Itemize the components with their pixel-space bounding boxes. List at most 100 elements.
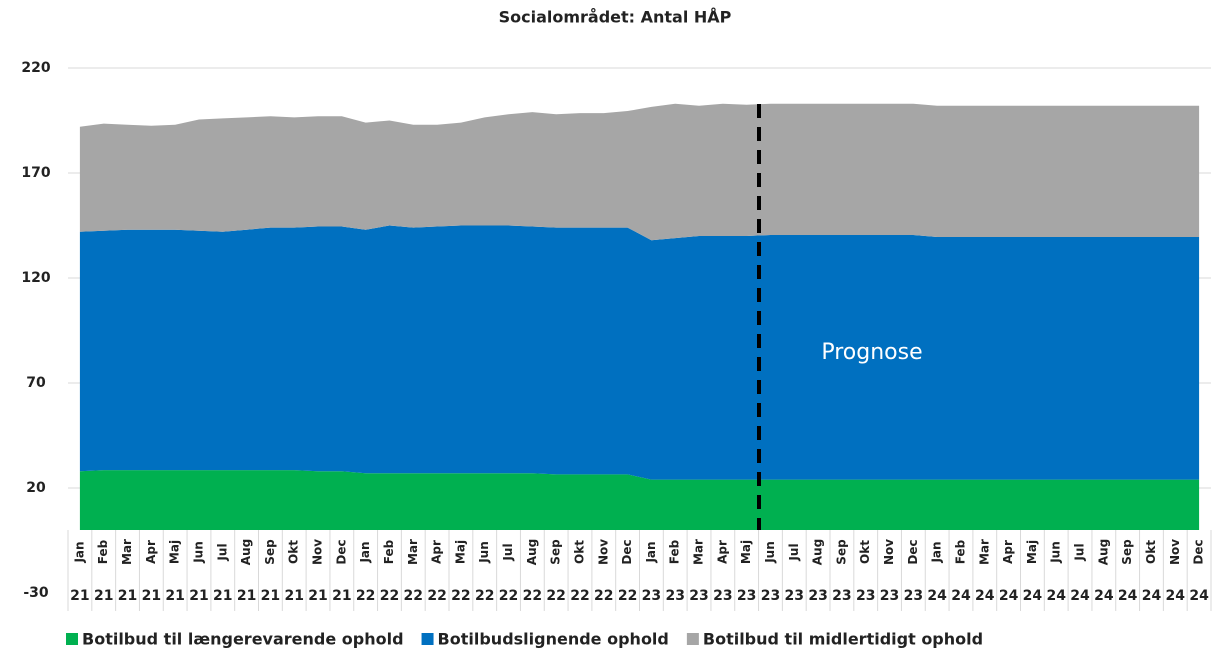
x-tick-year: 22 bbox=[594, 588, 613, 604]
x-tick-year: 24 bbox=[951, 588, 971, 604]
legend: Botilbud til længerevarende ophold Botilb… bbox=[66, 630, 983, 649]
x-tick-label: Dec bbox=[1192, 539, 1206, 564]
x-tick-label: Okt bbox=[572, 540, 586, 564]
x-tick-year: 21 bbox=[189, 588, 208, 604]
y-tick-label: 20 bbox=[26, 480, 46, 496]
x-tick-label: Nov bbox=[882, 539, 896, 565]
x-tick-label: Jan bbox=[644, 541, 658, 563]
x-tick-label: Maj bbox=[1025, 540, 1039, 564]
x-tick-label: Okt bbox=[1144, 540, 1158, 564]
y-tick-label: -30 bbox=[23, 585, 49, 601]
x-tick-label: Nov bbox=[1168, 539, 1182, 565]
x-tick-year: 21 bbox=[284, 588, 303, 604]
x-tick-label: Jan bbox=[72, 541, 86, 563]
x-tick-label: Maj bbox=[168, 540, 182, 564]
x-tick-label: Jun bbox=[763, 541, 777, 564]
x-tick-label: Jan bbox=[930, 541, 944, 563]
x-tick-year: 21 bbox=[237, 588, 256, 604]
x-tick-label: Sep bbox=[263, 539, 277, 565]
x-tick-label: Jan bbox=[358, 541, 372, 563]
area bbox=[79, 470, 1200, 530]
x-tick-year: 22 bbox=[427, 588, 446, 604]
x-tick-label: Mar bbox=[120, 539, 134, 565]
x-tick-year: 23 bbox=[689, 588, 708, 604]
x-tick-year: 24 bbox=[1166, 588, 1186, 604]
x-tick-label: Mar bbox=[692, 539, 706, 565]
x-tick-year: 24 bbox=[1189, 588, 1209, 604]
x-tick-year: 23 bbox=[785, 588, 804, 604]
x-tick-label: Aug bbox=[525, 539, 539, 565]
x-tick-label: Jun bbox=[1049, 541, 1063, 564]
legend-swatch bbox=[686, 633, 699, 645]
x-tick-label: Okt bbox=[287, 540, 301, 564]
x-tick-label: Jun bbox=[191, 541, 205, 564]
x-tick-year: 24 bbox=[1023, 588, 1043, 604]
y-tick-label: 220 bbox=[21, 60, 50, 76]
x-tick-year: 22 bbox=[475, 588, 494, 604]
x-tick-year: 21 bbox=[165, 588, 184, 604]
x-tick-label: Apr bbox=[715, 540, 729, 564]
legend-swatch bbox=[421, 633, 434, 645]
x-tick-label: Jul bbox=[501, 543, 515, 561]
x-tick-year: 22 bbox=[404, 588, 423, 604]
x-tick-year: 24 bbox=[927, 588, 947, 604]
legend-label: Botilbud til midlertidigt ophold bbox=[703, 630, 983, 649]
x-tick-label: Feb bbox=[953, 539, 967, 564]
x-tick-label: Jun bbox=[477, 541, 491, 564]
chart-title: Socialområdet: Antal HÅP bbox=[499, 8, 732, 27]
x-tick-label: Aug bbox=[1096, 539, 1110, 565]
legend-label: Botilbudslignende ophold bbox=[438, 630, 669, 649]
x-tick-label: Mar bbox=[977, 539, 991, 565]
areas bbox=[79, 103, 1200, 530]
x-tick-year: 21 bbox=[94, 588, 113, 604]
x-tick-year: 22 bbox=[356, 588, 375, 604]
x-tick-year: 22 bbox=[499, 588, 518, 604]
y-tick-label: 170 bbox=[21, 165, 50, 181]
y-tick-label: 120 bbox=[21, 270, 50, 286]
x-tick-year: 24 bbox=[1070, 588, 1090, 604]
x-tick-label: Apr bbox=[144, 540, 158, 564]
x-tick-label: Dec bbox=[906, 539, 920, 564]
x-tick-year: 23 bbox=[880, 588, 899, 604]
x-tick-year: 21 bbox=[332, 588, 351, 604]
x-tick-label: Sep bbox=[1120, 539, 1134, 565]
x-tick-label: Aug bbox=[239, 539, 253, 565]
x-tick-year: 21 bbox=[261, 588, 280, 604]
x-tick-label: Okt bbox=[858, 540, 872, 564]
x-tick-year: 23 bbox=[808, 588, 827, 604]
x-tick-label: Sep bbox=[834, 539, 848, 565]
x-tick-year: 22 bbox=[546, 588, 565, 604]
x-tick-year: 21 bbox=[142, 588, 161, 604]
x-tick-label: Nov bbox=[596, 539, 610, 565]
x-tick-label: Maj bbox=[453, 540, 467, 564]
x-tick-label: Maj bbox=[739, 540, 753, 564]
x-tick-year: 23 bbox=[642, 588, 661, 604]
x-tick-year: 23 bbox=[904, 588, 923, 604]
x-tick-year: 23 bbox=[832, 588, 851, 604]
x-tick-year: 21 bbox=[308, 588, 327, 604]
legend-swatch bbox=[66, 633, 78, 645]
x-tick-year: 23 bbox=[856, 588, 875, 604]
x-tick-year: 22 bbox=[618, 588, 637, 604]
labels: -30 20 70 120 170 220 Jan 21 Feb 21 Mar 21 Apr 21 Maj 2… bbox=[21, 60, 1209, 604]
y-tick-label: 70 bbox=[26, 375, 46, 391]
x-tick-year: 21 bbox=[118, 588, 137, 604]
x-tick-year: 23 bbox=[761, 588, 780, 604]
x-tick-label: Feb bbox=[382, 539, 396, 564]
x-tick-year: 24 bbox=[1118, 588, 1138, 604]
x-tick-year: 23 bbox=[713, 588, 732, 604]
area bbox=[79, 103, 1200, 241]
x-tick-year: 23 bbox=[665, 588, 684, 604]
x-tick-year: 22 bbox=[523, 588, 542, 604]
x-tick-year: 24 bbox=[1142, 588, 1162, 604]
x-tick-label: Apr bbox=[1001, 540, 1015, 564]
x-tick-year: 24 bbox=[1094, 588, 1114, 604]
x-tick-year: 21 bbox=[213, 588, 232, 604]
x-tick-label: Dec bbox=[334, 539, 348, 564]
x-tick-year: 24 bbox=[975, 588, 995, 604]
legend-label: Botilbud til længerevarende ophold bbox=[82, 630, 404, 649]
x-tick-year: 23 bbox=[737, 588, 756, 604]
x-tick-label: Jul bbox=[215, 543, 229, 561]
x-tick-year: 22 bbox=[380, 588, 399, 604]
